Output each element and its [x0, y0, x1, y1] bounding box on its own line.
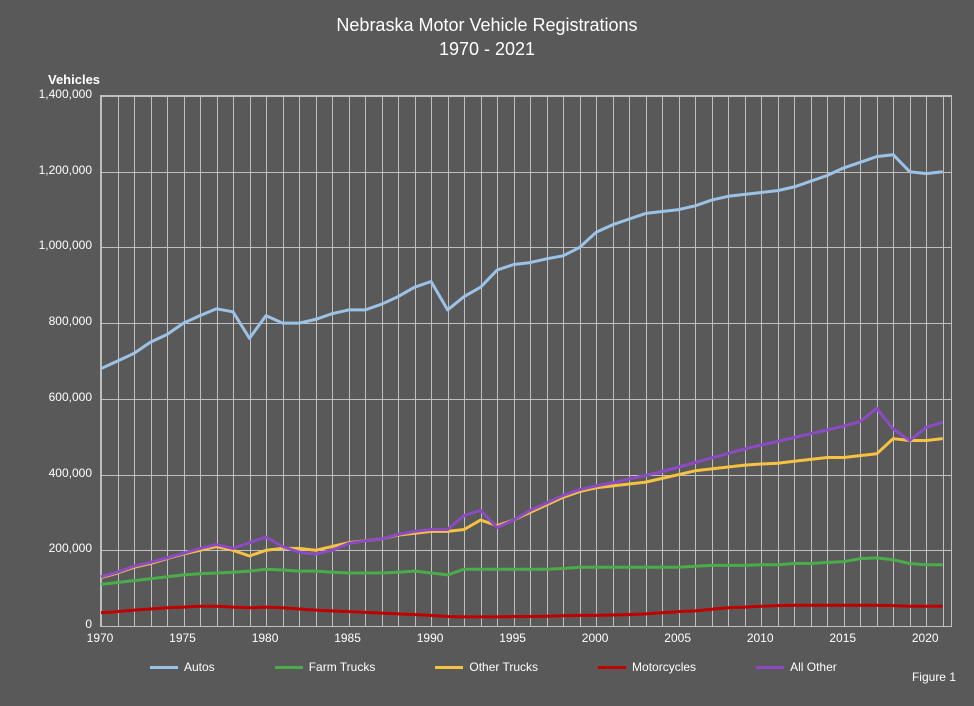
chart-title-line1: Nebraska Motor Vehicle Registrations [0, 14, 974, 37]
x-tick-label: 2020 [912, 631, 939, 645]
legend-label: Farm Trucks [309, 660, 376, 674]
legend-item-motorcycles: Motorcycles [598, 660, 696, 674]
y-tick-label: 0 [22, 617, 92, 631]
y-axis-title: Vehicles [48, 72, 100, 87]
legend-swatch [756, 666, 784, 669]
x-tick-label: 1975 [169, 631, 196, 645]
chart-title-line2: 1970 - 2021 [0, 38, 974, 61]
legend-label: Autos [184, 660, 215, 674]
series-other-trucks [101, 439, 943, 578]
y-tick-label: 600,000 [22, 390, 92, 404]
legend-swatch [150, 666, 178, 669]
x-tick-label: 2010 [747, 631, 774, 645]
series-autos [101, 155, 943, 369]
legend-item-farm-trucks: Farm Trucks [275, 660, 376, 674]
series-farm-trucks [101, 558, 943, 585]
y-tick-label: 400,000 [22, 466, 92, 480]
x-tick-label: 1985 [334, 631, 361, 645]
chart-container: { "title_line1": "Nebraska Motor Vehicle… [0, 0, 974, 706]
legend-label: All Other [790, 660, 837, 674]
legend-item-all-other: All Other [756, 660, 837, 674]
x-tick-label: 1970 [87, 631, 114, 645]
figure-label: Figure 1 [912, 670, 956, 684]
legend-label: Other Trucks [469, 660, 538, 674]
plot-area [100, 95, 952, 627]
legend: Autos Farm Trucks Other Trucks Motorcycles A… [150, 660, 837, 674]
y-tick-label: 1,400,000 [22, 87, 92, 101]
x-tick-label: 1980 [252, 631, 279, 645]
x-tick-label: 1995 [499, 631, 526, 645]
y-tick-label: 1,000,000 [22, 238, 92, 252]
x-tick-label: 2000 [582, 631, 609, 645]
series-all-other [101, 408, 943, 577]
line-layer [101, 96, 951, 626]
x-tick-label: 2015 [829, 631, 856, 645]
y-tick-label: 1,200,000 [22, 163, 92, 177]
legend-swatch [435, 666, 463, 669]
y-tick-label: 200,000 [22, 541, 92, 555]
legend-item-autos: Autos [150, 660, 215, 674]
legend-swatch [275, 666, 303, 669]
legend-label: Motorcycles [632, 660, 696, 674]
x-tick-label: 2005 [664, 631, 691, 645]
y-tick-label: 800,000 [22, 314, 92, 328]
x-tick-label: 1990 [417, 631, 444, 645]
series-motorcycles [101, 605, 943, 617]
legend-item-other-trucks: Other Trucks [435, 660, 538, 674]
legend-swatch [598, 666, 626, 669]
